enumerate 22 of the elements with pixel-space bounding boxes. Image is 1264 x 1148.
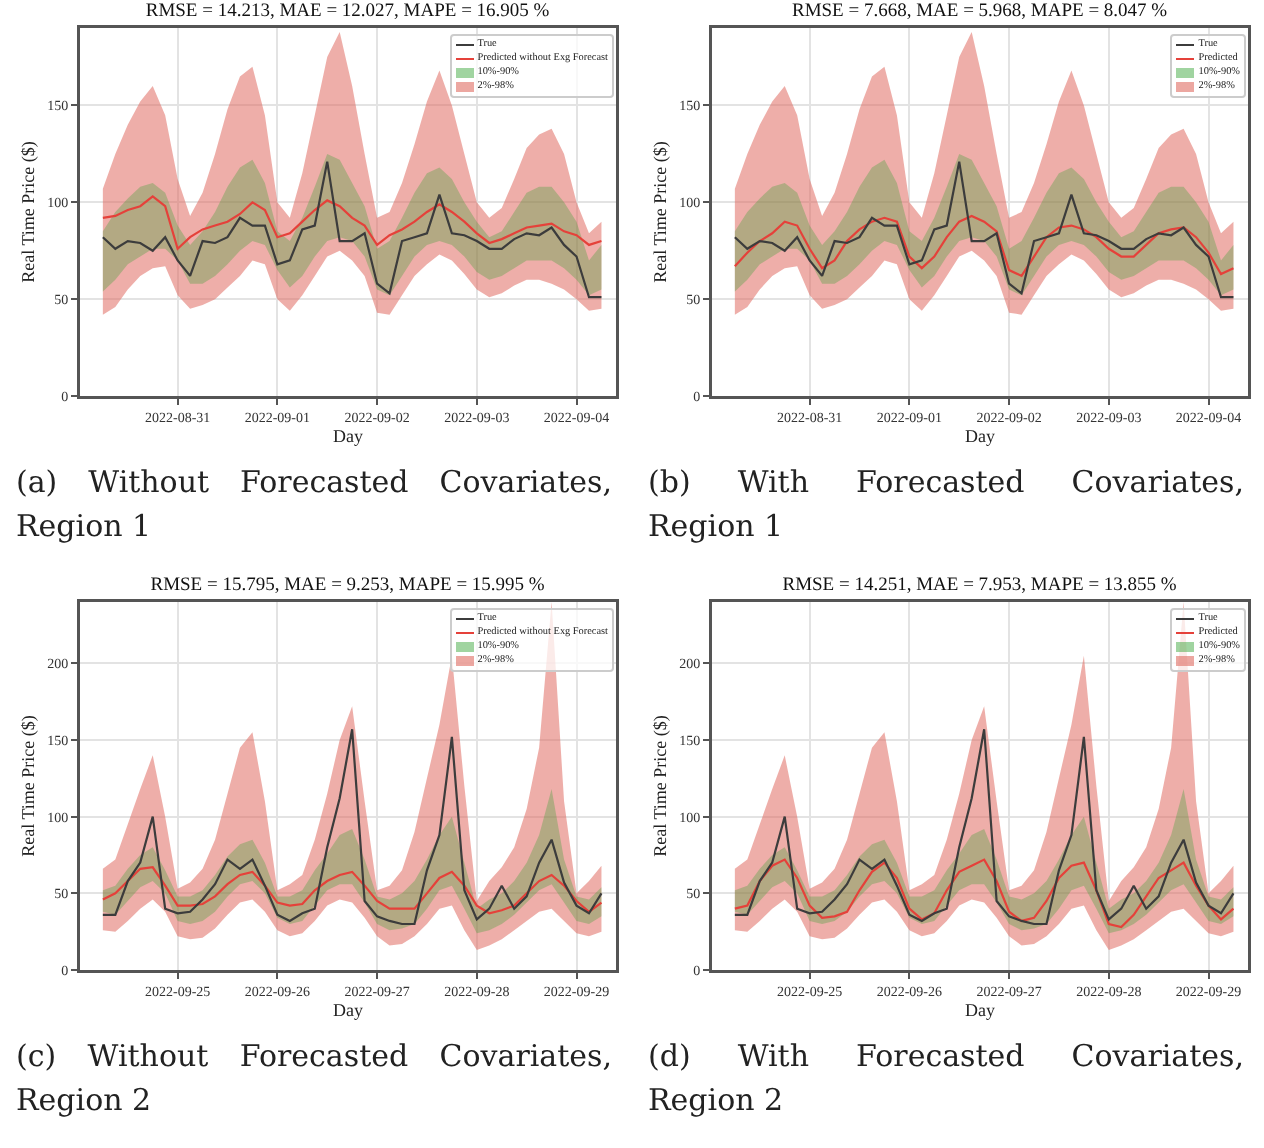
line-series bbox=[101, 195, 603, 250]
y-axis-title: Real Time Price ($) bbox=[650, 715, 671, 857]
text: (c) Without Forecasted Covariates, Region 2 bbox=[14, 1036, 614, 1122]
x-axis-title: Day bbox=[333, 999, 364, 1020]
x-axis-title: Day bbox=[965, 425, 996, 446]
line-series bbox=[101, 728, 603, 926]
chart-title: RMSE = 7.668, MAE = 5.968, MAPE = 8.047 % bbox=[791, 1, 1168, 22]
y-axis-title: Real Time Price ($) bbox=[18, 715, 39, 857]
x-axis-title: Day bbox=[333, 425, 364, 446]
text: (d) With Forecasted Covariates, Region 2 bbox=[646, 1036, 1246, 1122]
line-series bbox=[101, 866, 603, 915]
line-series bbox=[733, 728, 1235, 926]
x-axis-title: Day bbox=[965, 999, 996, 1020]
chart-title: RMSE = 15.795, MAE = 9.253, MAPE = 15.995 % bbox=[150, 575, 545, 596]
line-series bbox=[733, 214, 1235, 278]
text: (a) Without Forecasted Covariates, Region 1 bbox=[14, 462, 614, 548]
line-series bbox=[733, 858, 1235, 929]
text: (b) With Forecasted Covariates, Region 1 bbox=[646, 462, 1246, 548]
chart-title: RMSE = 14.251, MAE = 7.953, MAPE = 13.855 % bbox=[782, 575, 1177, 596]
chart-title: RMSE = 14.213, MAE = 12.027, MAPE = 16.905 % bbox=[145, 1, 550, 22]
y-axis-title: Real Time Price ($) bbox=[650, 141, 671, 283]
y-axis-title: Real Time Price ($) bbox=[18, 141, 39, 283]
